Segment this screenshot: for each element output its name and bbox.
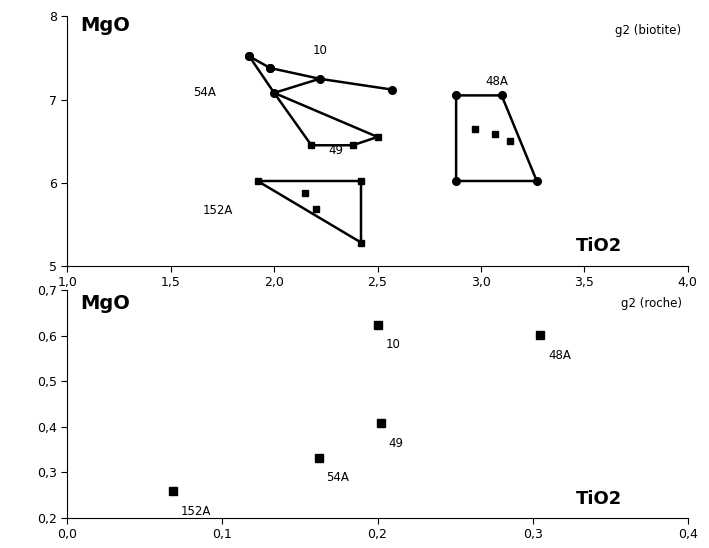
Text: 54A: 54A — [194, 87, 216, 99]
Text: 10: 10 — [385, 338, 400, 351]
Text: 152A: 152A — [202, 204, 233, 217]
Text: TiO2: TiO2 — [576, 237, 623, 255]
Text: 48A: 48A — [485, 75, 508, 88]
Text: g2 (roche): g2 (roche) — [620, 297, 681, 310]
Text: 48A: 48A — [548, 349, 571, 362]
Text: g2 (biotite): g2 (biotite) — [615, 24, 681, 37]
Text: 10: 10 — [312, 44, 327, 57]
Text: MgO: MgO — [79, 16, 130, 36]
Text: 54A: 54A — [326, 471, 350, 484]
Text: 49: 49 — [389, 437, 403, 450]
Text: 152A: 152A — [181, 505, 211, 518]
Text: TiO2: TiO2 — [576, 490, 623, 508]
Text: 49: 49 — [329, 144, 344, 157]
Text: MgO: MgO — [79, 294, 130, 312]
